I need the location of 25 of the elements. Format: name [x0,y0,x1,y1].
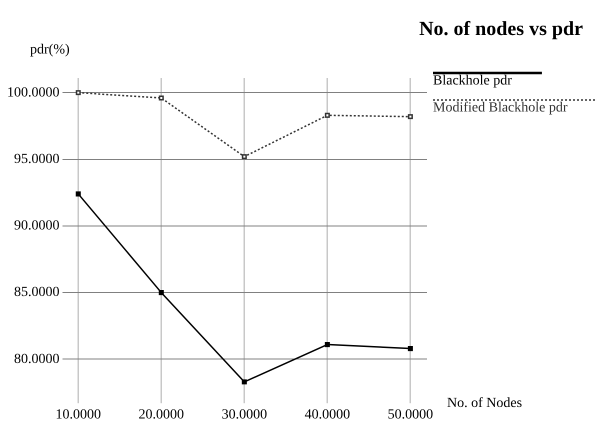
x-tick-label: 20.0000 [138,407,184,422]
y-tick-label: 95.0000 [14,152,60,167]
series-label: Modified Blackhole pdr [433,100,568,116]
point [324,342,330,348]
point [76,90,81,96]
text: No. of nodes vs pdr [419,18,584,40]
y-tick-label: 90.0000 [14,218,60,234]
point [408,346,413,352]
y-axis-title: pdr(%) [30,42,70,58]
x-axis-title: No. of Nodes [447,396,522,411]
y-tick-label: 80.0000 [14,352,60,367]
point [76,191,81,196]
x-tick-label: 30.0000 [222,407,268,422]
x-tick-label: 50.0000 [388,407,434,422]
point [158,290,164,296]
point [324,112,330,118]
y-tick-label: 100.0000 [7,85,60,100]
text: Blackhole pdr [433,74,512,89]
x-tick-label: 10.0000 [56,407,102,422]
point [242,154,247,160]
y-tick-label: 85.0000 [14,285,60,300]
point [242,379,247,384]
x-tick-label: 40.0000 [304,407,350,422]
point [408,114,413,120]
point [158,95,164,101]
